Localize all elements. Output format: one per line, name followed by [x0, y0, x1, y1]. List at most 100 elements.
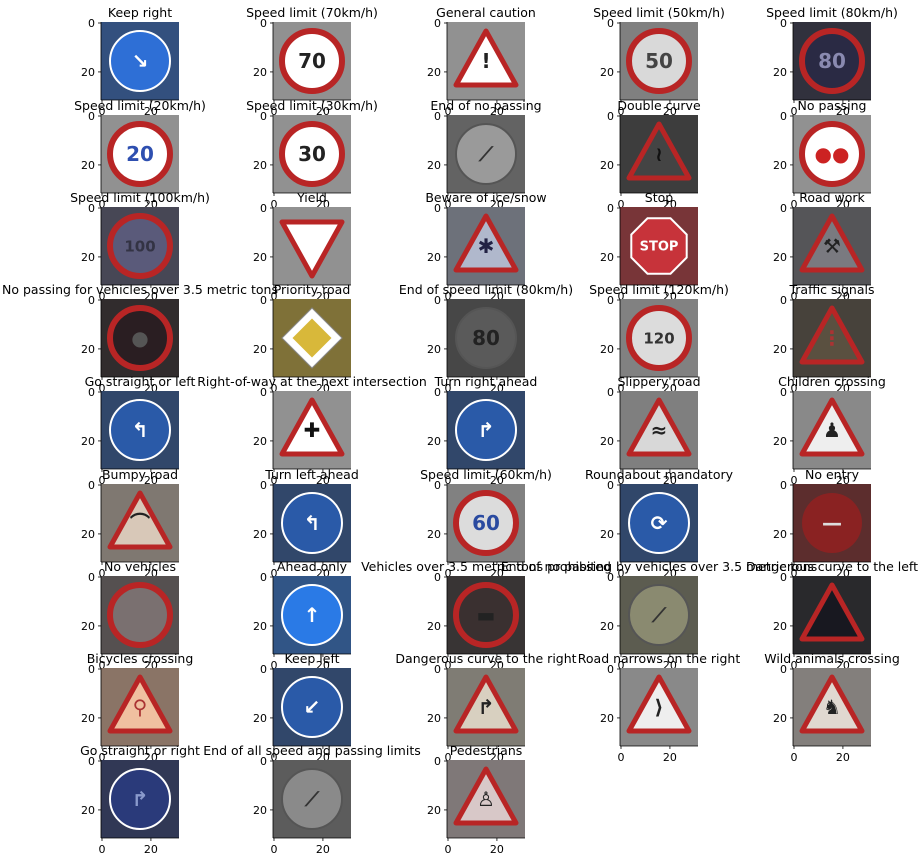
panel-title: Priority road: [274, 282, 351, 297]
sign-disc: [107, 305, 173, 371]
x-tick-label: 0: [618, 198, 625, 211]
y-tick-label: 20: [253, 251, 267, 264]
y-tick-label: 20: [81, 528, 95, 541]
sign-triangle: [107, 674, 173, 734]
x-tick-label: 0: [791, 474, 798, 487]
y-tick-label: 0: [780, 479, 787, 492]
x-tick-label: 0: [99, 567, 106, 580]
x-tick-label: 0: [791, 290, 798, 303]
panel-title: Vehicles over 3.5 metric tons prohibited: [361, 559, 611, 574]
y-tick-label: 0: [607, 663, 614, 676]
panel-title: Turn right ahead: [434, 374, 538, 389]
sign-glyph: 70: [298, 49, 326, 73]
x-tick-label: 20: [836, 751, 850, 764]
sign-panel: ♞ 0 20 0 20 Wild animals crossing: [764, 651, 900, 764]
sign-disc: [281, 768, 343, 830]
sign-disc: [802, 493, 862, 553]
x-tick-label: 0: [445, 751, 452, 764]
sign-glyph: ♟: [823, 418, 841, 442]
y-tick-label: 20: [600, 528, 614, 541]
panel-title: Bicycles crossing: [87, 651, 194, 666]
sign-disc: [626, 28, 692, 94]
sign-octagon: [630, 217, 688, 275]
x-tick-label: 0: [99, 290, 106, 303]
panel-title: Dangerous curve to the right: [395, 651, 576, 666]
x-tick-label: 0: [99, 382, 106, 395]
sign-disc: [109, 399, 171, 461]
sign-disc: [279, 28, 345, 94]
x-tick-label: 0: [791, 382, 798, 395]
sign-glyph: ⟳: [651, 511, 668, 535]
panel-title: Ahead only: [277, 559, 348, 574]
y-tick-label: 20: [600, 343, 614, 356]
x-tick-label: 0: [618, 567, 625, 580]
sign-triangle: [626, 397, 692, 457]
y-tick-label: 0: [780, 294, 787, 307]
y-tick-label: 20: [600, 435, 614, 448]
panel-title: End of speed limit (80km/h): [399, 282, 573, 297]
sign-triangle: [453, 28, 519, 88]
panel-title: Speed limit (50km/h): [593, 5, 725, 20]
panel-title: End of no passing by vehicles over 3.5 m…: [501, 559, 817, 574]
y-tick-label: 0: [88, 755, 95, 768]
y-tick-label: 0: [260, 755, 267, 768]
x-tick-label: 0: [99, 843, 106, 856]
panel-title: No passing: [798, 98, 867, 113]
y-tick-label: 20: [773, 343, 787, 356]
panel-title: No vehicles: [104, 559, 176, 574]
panel-title: Double curve: [617, 98, 701, 113]
panel-title: Go straight or right: [80, 743, 200, 758]
y-tick-label: 20: [600, 251, 614, 264]
sign-glyph: 30: [298, 142, 326, 166]
x-tick-label: 0: [445, 659, 452, 672]
panel-title: No entry: [805, 467, 860, 482]
x-tick-label: 20: [316, 843, 330, 856]
sign-triangle: [799, 213, 865, 273]
sign-glyph: ⋮: [822, 326, 842, 350]
sign-glyph: ⟋: [651, 603, 667, 627]
y-tick-label: 20: [773, 712, 787, 725]
sign-triangle: [626, 121, 692, 181]
panel-title: Beware of ice/snow: [425, 190, 546, 205]
x-tick-label: 20: [663, 474, 677, 487]
sign-triangle: [279, 219, 345, 279]
sign-triangle: [107, 490, 173, 550]
sign-glyph: 80: [818, 49, 846, 73]
y-tick-label: 0: [88, 110, 95, 123]
sign-glyph: ⟩: [654, 695, 663, 719]
y-tick-label: 20: [773, 435, 787, 448]
sign-panel: ♟ 0 20 0 20 Children crossing: [773, 374, 886, 487]
panel-title: Turn left ahead: [264, 467, 359, 482]
y-tick-label: 20: [773, 159, 787, 172]
sign-triangle: [453, 674, 519, 734]
y-tick-label: 0: [260, 479, 267, 492]
sign-triangle: [453, 766, 519, 826]
y-tick-label: 20: [81, 251, 95, 264]
panel-title: Speed limit (100km/h): [70, 190, 210, 205]
sign-glyph: 120: [643, 329, 674, 347]
x-tick-label: 20: [663, 751, 677, 764]
sign-disc: [628, 492, 690, 554]
sign-panel: ! 0 20 0 20 General caution: [427, 5, 536, 118]
panel-title: Road work: [799, 190, 865, 205]
sign-panel: ↘ 0 20 0 20 Keep right: [81, 5, 179, 118]
y-tick-label: 20: [81, 620, 95, 633]
sign-glyph: ↘: [132, 49, 149, 73]
y-tick-label: 0: [780, 663, 787, 676]
x-tick-label: 0: [791, 659, 798, 672]
x-tick-label: 0: [791, 751, 798, 764]
panel-title: Pedestrians: [450, 743, 523, 758]
x-tick-label: 0: [99, 105, 106, 118]
sign-glyph: !: [481, 49, 490, 73]
x-tick-label: 20: [836, 105, 850, 118]
sign-glyph: ⚒: [823, 234, 841, 258]
panel-title: Speed limit (20km/h): [74, 98, 206, 113]
sign-glyph: 80: [472, 326, 500, 350]
y-tick-label: 20: [427, 712, 441, 725]
